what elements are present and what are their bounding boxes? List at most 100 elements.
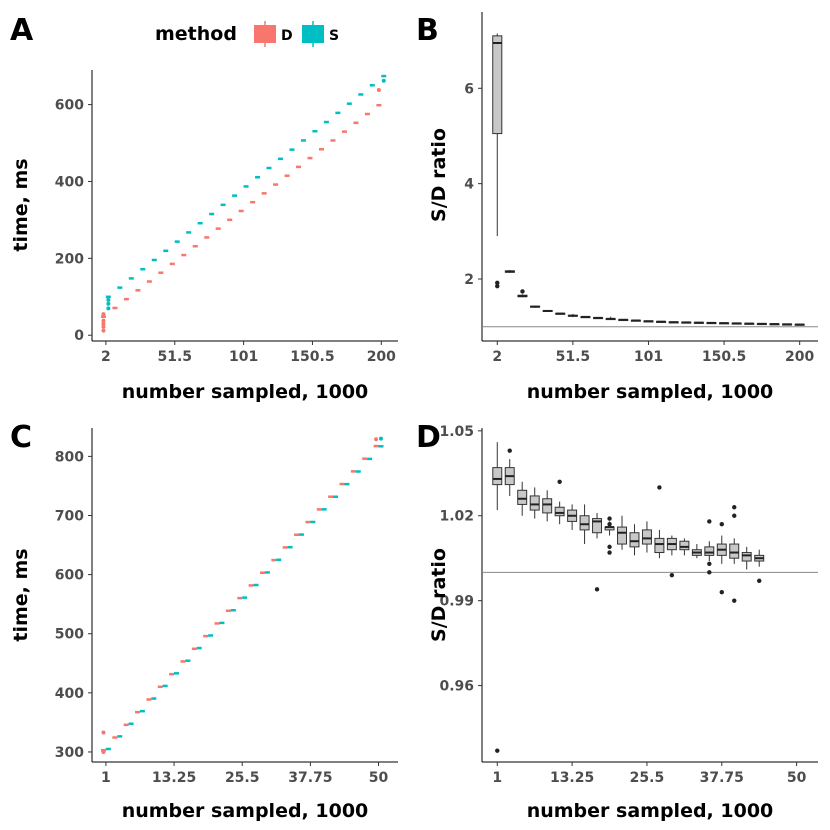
- y-tick-label: 500: [55, 627, 84, 643]
- box-outlier: [607, 550, 612, 555]
- legend-label-s: S: [329, 28, 339, 44]
- box-outlier: [520, 289, 525, 294]
- x-axis-title: number sampled, 1000: [527, 800, 774, 822]
- box: [744, 322, 755, 325]
- box: [693, 321, 704, 324]
- legend-title: method: [155, 23, 237, 45]
- y-tick-label: 2: [464, 272, 474, 288]
- box-outlier: [557, 479, 562, 484]
- box: [580, 315, 591, 319]
- box: [741, 546, 752, 570]
- box-outlier: [669, 572, 675, 578]
- x-tick-label: 13.25: [152, 770, 196, 786]
- box: [681, 321, 692, 324]
- box-iqr: [579, 515, 590, 531]
- legend-label-d: D: [281, 28, 293, 44]
- box-outlier: [757, 578, 762, 584]
- box: [504, 269, 515, 273]
- box: [782, 323, 793, 326]
- y-axis-title: time, ms: [10, 158, 32, 251]
- outlier-point-s: [106, 301, 111, 306]
- box: [643, 320, 654, 323]
- y-tick-label: 700: [55, 508, 84, 524]
- box-outlier: [507, 448, 512, 453]
- panel-a: A 2 51.5 101 150.5 200 0 200 400 600 number sample…: [10, 13, 398, 403]
- x-tick-label: 13.25: [550, 770, 594, 786]
- x-tick-label: 150.5: [290, 349, 334, 365]
- box-outlier: [607, 544, 612, 550]
- y-tick-label: 0.99: [439, 594, 474, 610]
- box-outlier: [607, 522, 612, 527]
- y-tick-label: 600: [55, 98, 84, 114]
- box-outlier: [719, 522, 724, 527]
- box: [517, 481, 528, 516]
- box-iqr: [629, 532, 640, 548]
- y-tick-label: 6: [464, 81, 474, 97]
- box: [504, 448, 515, 496]
- box: [492, 442, 503, 753]
- panel-letter-a: A: [10, 13, 34, 48]
- box: [731, 322, 742, 325]
- box: [618, 318, 629, 322]
- outlier-point-s: [106, 297, 111, 302]
- box: [719, 322, 730, 325]
- box: [656, 320, 667, 323]
- box-iqr: [542, 498, 553, 514]
- box-iqr: [492, 35, 503, 135]
- x-axis-title: number sampled, 1000: [122, 800, 369, 822]
- panel-letter-d: D: [416, 420, 441, 455]
- y-tick-label: 400: [55, 686, 84, 702]
- x-tick-label: 101: [229, 349, 258, 365]
- x-tick-label: 2: [492, 349, 502, 365]
- y-tick-label: 600: [55, 568, 84, 584]
- x-tick-label: 1: [101, 770, 111, 786]
- data-marks: [100, 436, 384, 754]
- outlier-point-d: [101, 312, 106, 317]
- box-outlier: [732, 513, 737, 518]
- box: [604, 516, 615, 555]
- box-iqr: [492, 467, 503, 486]
- box-outlier: [732, 505, 737, 510]
- box: [567, 313, 578, 318]
- x-tick-label: 51.5: [556, 349, 591, 365]
- x-axis-title: number sampled, 1000: [122, 381, 369, 403]
- box-outlier: [719, 589, 724, 595]
- x-tick-label: 50: [369, 770, 389, 786]
- y-tick-label: 300: [55, 745, 84, 761]
- box: [756, 322, 767, 326]
- box-outlier: [707, 561, 712, 567]
- y-tick-label: 1.05: [439, 424, 474, 440]
- outlier-point-s: [381, 78, 386, 83]
- outlier-point-d: [101, 730, 106, 735]
- box: [706, 321, 717, 325]
- x-axis-title: number sampled, 1000: [527, 381, 774, 403]
- box: [641, 521, 652, 553]
- box: [529, 487, 540, 519]
- x-tick-label: 25.5: [225, 770, 260, 786]
- x-tick-label: 50: [787, 770, 807, 786]
- box: [592, 512, 603, 592]
- box: [716, 522, 727, 595]
- outlier-point-d: [101, 321, 106, 326]
- y-tick-label: 1.02: [439, 509, 474, 525]
- y-tick-label: 400: [55, 174, 84, 190]
- x-tick-label: 1: [492, 770, 502, 786]
- outlier-point-d: [101, 324, 106, 329]
- box: [754, 549, 765, 584]
- outlier-point-s: [378, 436, 383, 441]
- box-iqr: [592, 518, 603, 534]
- box: [554, 479, 565, 525]
- box-outlier: [594, 587, 600, 592]
- box-outlier: [495, 748, 500, 753]
- y-axis-title: time, ms: [10, 548, 32, 641]
- box-outlier: [657, 485, 662, 490]
- box: [517, 289, 528, 298]
- data-marks: [100, 74, 387, 333]
- box-outlier: [495, 283, 500, 289]
- outlier-point-s: [106, 306, 111, 311]
- box: [679, 538, 690, 556]
- legend: method D S: [155, 21, 339, 47]
- outlier-point-d: [101, 318, 106, 323]
- box: [530, 305, 541, 308]
